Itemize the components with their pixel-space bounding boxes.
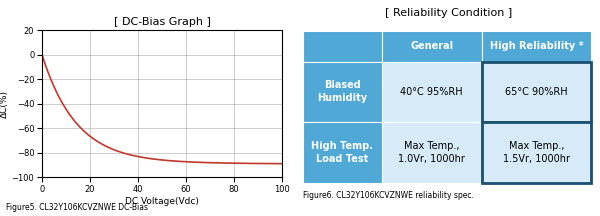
Bar xyxy=(303,31,382,62)
Text: 40°C 95%RH: 40°C 95%RH xyxy=(400,87,463,97)
Text: Max Temp.,
1.0Vr, 1000hr: Max Temp., 1.0Vr, 1000hr xyxy=(398,141,465,164)
Bar xyxy=(482,62,591,122)
Title: [ DC-Bias Graph ]: [ DC-Bias Graph ] xyxy=(113,17,211,27)
Y-axis label: ΔC(%): ΔC(%) xyxy=(0,90,9,118)
Text: General: General xyxy=(410,41,454,51)
Bar xyxy=(482,62,591,122)
Text: Biased
Humidity: Biased Humidity xyxy=(317,80,367,103)
Bar xyxy=(482,122,591,183)
Bar xyxy=(382,31,482,62)
Text: High Temp.
Load Test: High Temp. Load Test xyxy=(311,141,373,164)
Text: Figure5. CL32Y106KCVZNWE DC-Bias: Figure5. CL32Y106KCVZNWE DC-Bias xyxy=(6,203,148,212)
Bar xyxy=(303,122,382,183)
Bar xyxy=(482,122,591,183)
Bar xyxy=(303,62,382,122)
Text: Figure6. CL32Y106KCVZNWE reliability spec.: Figure6. CL32Y106KCVZNWE reliability spe… xyxy=(303,191,474,200)
Text: High Reliability *: High Reliability * xyxy=(490,41,583,51)
Bar xyxy=(382,122,482,183)
Bar xyxy=(482,31,591,62)
Text: 65°C 90%RH: 65°C 90%RH xyxy=(505,87,568,97)
Text: Max Temp.,
1.5Vr, 1000hr: Max Temp., 1.5Vr, 1000hr xyxy=(503,141,570,164)
Bar xyxy=(382,62,482,122)
Text: [ Reliability Condition ]: [ Reliability Condition ] xyxy=(385,8,512,18)
X-axis label: DC Voltage(Vdc): DC Voltage(Vdc) xyxy=(125,197,199,206)
